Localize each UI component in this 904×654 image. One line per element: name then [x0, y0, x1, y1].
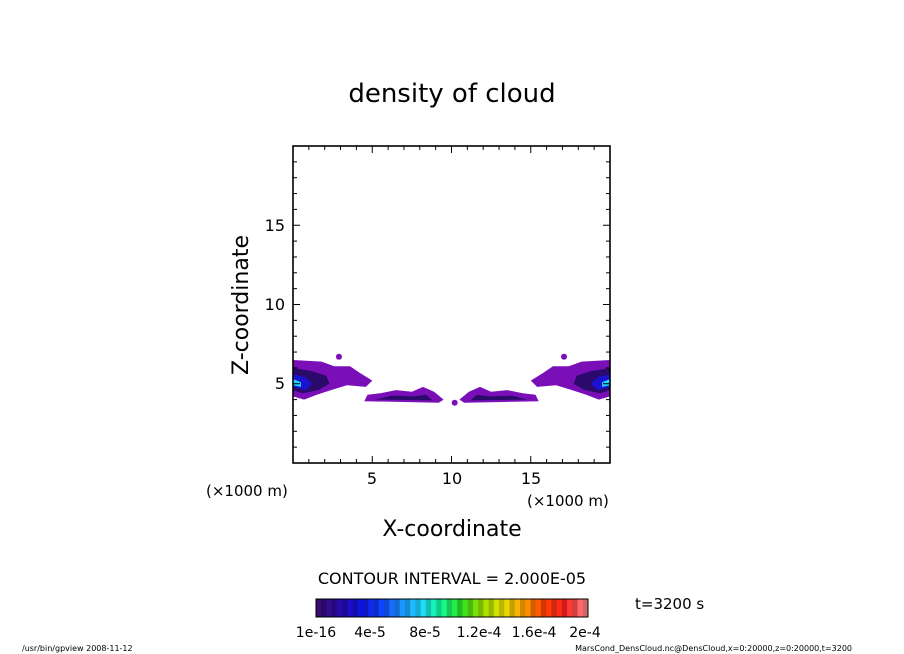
colorbar-cell	[535, 599, 542, 617]
colorbar-label-3: 1.2e-4	[457, 625, 502, 641]
colorbar-cell	[520, 599, 526, 617]
right-edge-cloud-core	[602, 379, 610, 387]
colorbar-cell	[478, 599, 484, 617]
colorbar-cell	[493, 599, 500, 617]
colorbar-cell	[410, 599, 416, 617]
y-axis-label: Z-coordinate	[229, 235, 254, 375]
center-right-band-inner	[470, 394, 528, 401]
colorbar-cell	[504, 599, 510, 617]
colorbar-label-2: 8e-5	[409, 625, 440, 641]
colorbar-cell	[452, 599, 458, 617]
colorbar-cell	[572, 599, 578, 617]
x-axis-label: X-coordinate	[382, 517, 521, 542]
colorbar-cell	[336, 599, 343, 617]
left-edge-cloud-core	[293, 379, 301, 387]
colorbar-cell	[551, 599, 558, 617]
colorbar-cell	[420, 599, 427, 617]
colorbar-cell	[316, 599, 322, 617]
colorbar-cell	[425, 599, 432, 617]
colorbar-cell	[431, 599, 437, 617]
colorbar-cell	[462, 599, 469, 617]
colorbar-cell	[347, 599, 354, 617]
colorbar-cell	[446, 599, 453, 617]
colorbar-label-4: 1.6e-4	[512, 625, 557, 641]
colorbar-cell	[389, 599, 395, 617]
cloud-field	[293, 353, 610, 406]
colorbar-cell	[457, 599, 463, 617]
center-right-band	[459, 386, 539, 403]
colorbar-label-5: 2e-4	[569, 625, 601, 641]
colorbar-cell	[436, 599, 442, 617]
colorbar-cell	[530, 599, 537, 617]
colorbar-cell	[567, 599, 573, 617]
colorbar-cell	[352, 599, 359, 617]
y-tick-label-10: 10	[265, 295, 285, 314]
y-tick-label-15: 15	[265, 216, 285, 235]
right-cloud-fleck	[561, 353, 568, 360]
colorbar-cell	[582, 599, 589, 617]
colorbar-cell	[561, 599, 568, 617]
colorbar-cell	[556, 599, 563, 617]
colorbar-cell	[326, 599, 333, 617]
colorbar-cell	[357, 599, 364, 617]
x-tick-label-10: 10	[442, 469, 462, 488]
center-left-band	[364, 386, 444, 403]
colorbar-cell	[368, 599, 374, 617]
colorbar-frame	[315, 598, 589, 618]
colorbar-cell	[441, 599, 448, 617]
colorbar-cell	[399, 599, 406, 617]
chart-title: density of cloud	[348, 79, 555, 109]
colorbar-cell	[509, 599, 516, 617]
colorbar-cell	[394, 599, 401, 617]
colorbar-label-0: 1e-16	[296, 625, 336, 641]
x-tick-label-5: 5	[367, 469, 377, 488]
center-fleck	[451, 399, 458, 406]
x-tick-label-15: 15	[521, 469, 541, 488]
axis-ticks	[293, 146, 610, 463]
colorbar-cell	[331, 599, 338, 617]
colorbar-cell	[404, 599, 411, 617]
left-cloud-fleck	[335, 353, 342, 360]
plot-frame	[292, 145, 611, 464]
colorbar-cell	[384, 599, 390, 617]
colorbar-cell	[373, 599, 380, 617]
colorbar-label-1: 4e-5	[354, 625, 385, 641]
colorbar-cell	[378, 599, 385, 617]
colorbar-cell	[472, 599, 479, 617]
colorbar-cell	[415, 599, 422, 617]
y-unit-label: (×1000 m)	[206, 482, 288, 500]
colorbar-cell	[321, 599, 327, 617]
colorbar-cell	[499, 599, 505, 617]
x-unit-label: (×1000 m)	[527, 492, 609, 510]
colorbar	[316, 599, 589, 617]
center-left-band-inner	[375, 394, 433, 401]
colorbar-cell	[525, 599, 531, 617]
colorbar-cell	[488, 599, 495, 617]
colorbar-cell	[546, 599, 552, 617]
colorbar-cell	[514, 599, 521, 617]
footer-right: MarsCond_DensCloud.nc@DensCloud,x=0:2000…	[575, 644, 852, 653]
colorbar-cell	[483, 599, 490, 617]
contour-interval-label: CONTOUR INTERVAL = 2.000E-05	[318, 569, 586, 588]
footer-left: /usr/bin/gpview 2008-11-12	[22, 644, 133, 653]
colorbar-cell	[577, 599, 584, 617]
colorbar-cell	[467, 599, 474, 617]
time-label: t=3200 s	[635, 595, 704, 613]
colorbar-cell	[363, 599, 369, 617]
colorbar-cell	[342, 599, 348, 617]
colorbar-cell	[540, 599, 547, 617]
y-tick-label-5: 5	[275, 374, 285, 393]
